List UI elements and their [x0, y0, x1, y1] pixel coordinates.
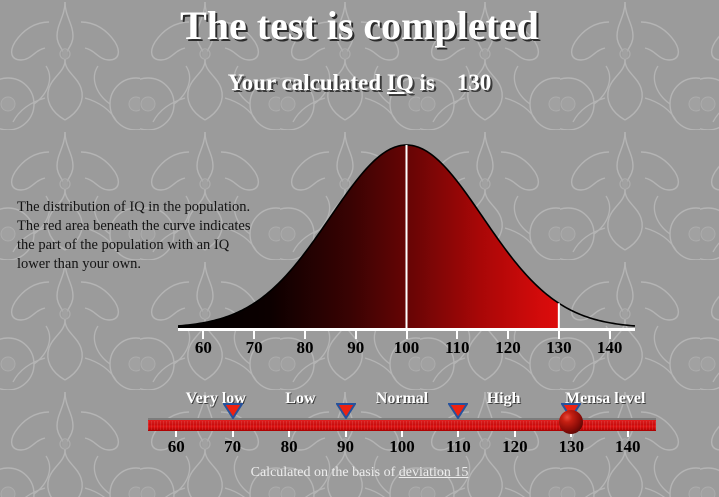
category-label-low: Low: [285, 390, 316, 407]
scale-tick-label-120: 120: [502, 437, 528, 456]
scale-tick-label-90: 90: [337, 437, 355, 456]
chart-tick-label-70: 70: [245, 338, 263, 357]
scale-tick-label-130: 130: [558, 437, 585, 456]
chart-tick-label-90: 90: [347, 338, 365, 357]
chart-tick-label-120: 120: [495, 338, 521, 357]
score-line-130: [557, 303, 560, 328]
scale-tick-70: [231, 431, 234, 437]
chart-tick-140: [608, 331, 611, 339]
chart-tick-label-80: 80: [296, 338, 314, 357]
mean-line-100: [405, 145, 408, 328]
chart-axis-line: [178, 328, 635, 331]
category-label-high: High: [486, 390, 521, 407]
iq-link[interactable]: IQ: [386, 70, 414, 95]
iq-distribution-chart: [178, 138, 635, 330]
footer-note: Calculated on the basis of deviation 15: [0, 465, 719, 481]
scale-tick-label-100: 100: [389, 437, 415, 456]
chart-tick-label-100: 100: [393, 338, 420, 357]
chart-tick-120: [507, 331, 510, 339]
category-label-normal: Normal: [375, 390, 429, 407]
chart-tick-label-60: 60: [194, 338, 212, 357]
footer-prefix: Calculated on the basis of: [250, 465, 399, 480]
chart-tick-90: [354, 331, 357, 339]
page-title: The test is completed: [180, 3, 539, 48]
scale-tick-80: [288, 431, 291, 437]
iq-scale-bar: [148, 418, 656, 431]
scale-tick-90: [344, 431, 347, 437]
chart-tick-label-110: 110: [444, 338, 470, 357]
iq-score-value: 130: [456, 70, 492, 95]
description-line-3: the part of the population with an IQ: [17, 237, 230, 253]
chart-description: The distribution of IQ in the population…: [17, 198, 307, 274]
scale-tick-label-140: 140: [615, 437, 641, 456]
chart-tick-70: [253, 331, 256, 339]
iq-result-line: Your calculated IQ is 130: [0, 70, 719, 96]
chart-tick-label-140: 140: [596, 338, 623, 357]
scale-tick-label-80: 80: [280, 437, 298, 456]
scale-tick-110: [457, 431, 460, 437]
description-line-1: The distribution of IQ in the population…: [17, 199, 251, 215]
scale-tick-100: [401, 431, 403, 437]
scale-tick-130: [570, 431, 573, 437]
scale-tick-label-110: 110: [446, 437, 471, 456]
chart-tick-100: [405, 331, 408, 339]
chart-tick-130: [557, 331, 560, 339]
result-marker-sphere: [559, 410, 584, 434]
category-label-very-low: Very low: [185, 390, 246, 407]
description-line-2: The red area beneath the curve indicates: [17, 218, 251, 234]
iq-result-suffix: is: [413, 70, 435, 95]
scale-tick-60: [175, 431, 178, 437]
bell-curve-svg: [178, 144, 635, 328]
chart-tick-60: [202, 331, 205, 339]
chart-tick-label-130: 130: [546, 338, 572, 357]
iq-result-prefix: Your calculated: [227, 70, 387, 95]
chart-tick-80: [303, 331, 306, 339]
category-label-mensa-level: Mensa level: [564, 390, 646, 407]
scale-tick-label-60: 60: [167, 437, 185, 456]
scale-tick-120: [513, 431, 516, 437]
scale-tick-label-70: 70: [224, 437, 242, 456]
scale-tick-140: [626, 431, 629, 437]
chart-tick-110: [456, 331, 459, 339]
deviation-link[interactable]: deviation 15: [398, 465, 469, 480]
description-line-4: lower than your own.: [17, 256, 142, 272]
